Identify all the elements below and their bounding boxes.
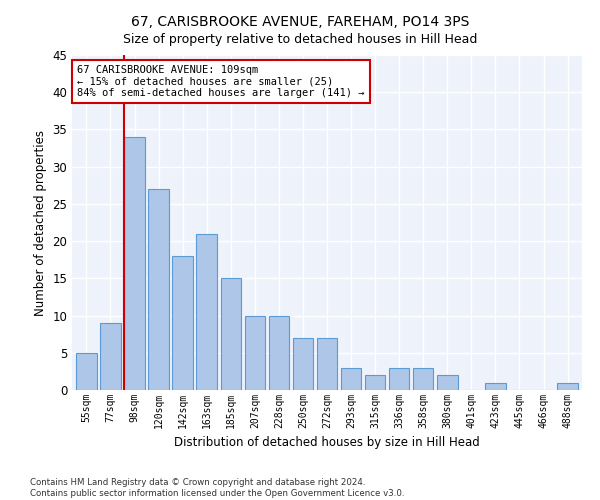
Bar bbox=[437, 375, 458, 390]
Bar bbox=[317, 338, 337, 390]
Bar bbox=[100, 323, 121, 390]
Y-axis label: Number of detached properties: Number of detached properties bbox=[34, 130, 47, 316]
Bar bbox=[196, 234, 217, 390]
Bar bbox=[365, 375, 385, 390]
Bar bbox=[293, 338, 313, 390]
Text: Contains HM Land Registry data © Crown copyright and database right 2024.
Contai: Contains HM Land Registry data © Crown c… bbox=[30, 478, 404, 498]
Bar bbox=[413, 368, 433, 390]
Bar bbox=[485, 382, 506, 390]
Text: 67 CARISBROOKE AVENUE: 109sqm
← 15% of detached houses are smaller (25)
84% of s: 67 CARISBROOKE AVENUE: 109sqm ← 15% of d… bbox=[77, 65, 365, 98]
Bar bbox=[221, 278, 241, 390]
Text: 67, CARISBROOKE AVENUE, FAREHAM, PO14 3PS: 67, CARISBROOKE AVENUE, FAREHAM, PO14 3P… bbox=[131, 15, 469, 29]
Bar bbox=[557, 382, 578, 390]
Bar bbox=[172, 256, 193, 390]
X-axis label: Distribution of detached houses by size in Hill Head: Distribution of detached houses by size … bbox=[174, 436, 480, 450]
Bar bbox=[389, 368, 409, 390]
Bar bbox=[124, 137, 145, 390]
Bar bbox=[148, 189, 169, 390]
Text: Size of property relative to detached houses in Hill Head: Size of property relative to detached ho… bbox=[123, 32, 477, 46]
Bar bbox=[269, 316, 289, 390]
Bar bbox=[245, 316, 265, 390]
Bar bbox=[341, 368, 361, 390]
Bar bbox=[76, 353, 97, 390]
